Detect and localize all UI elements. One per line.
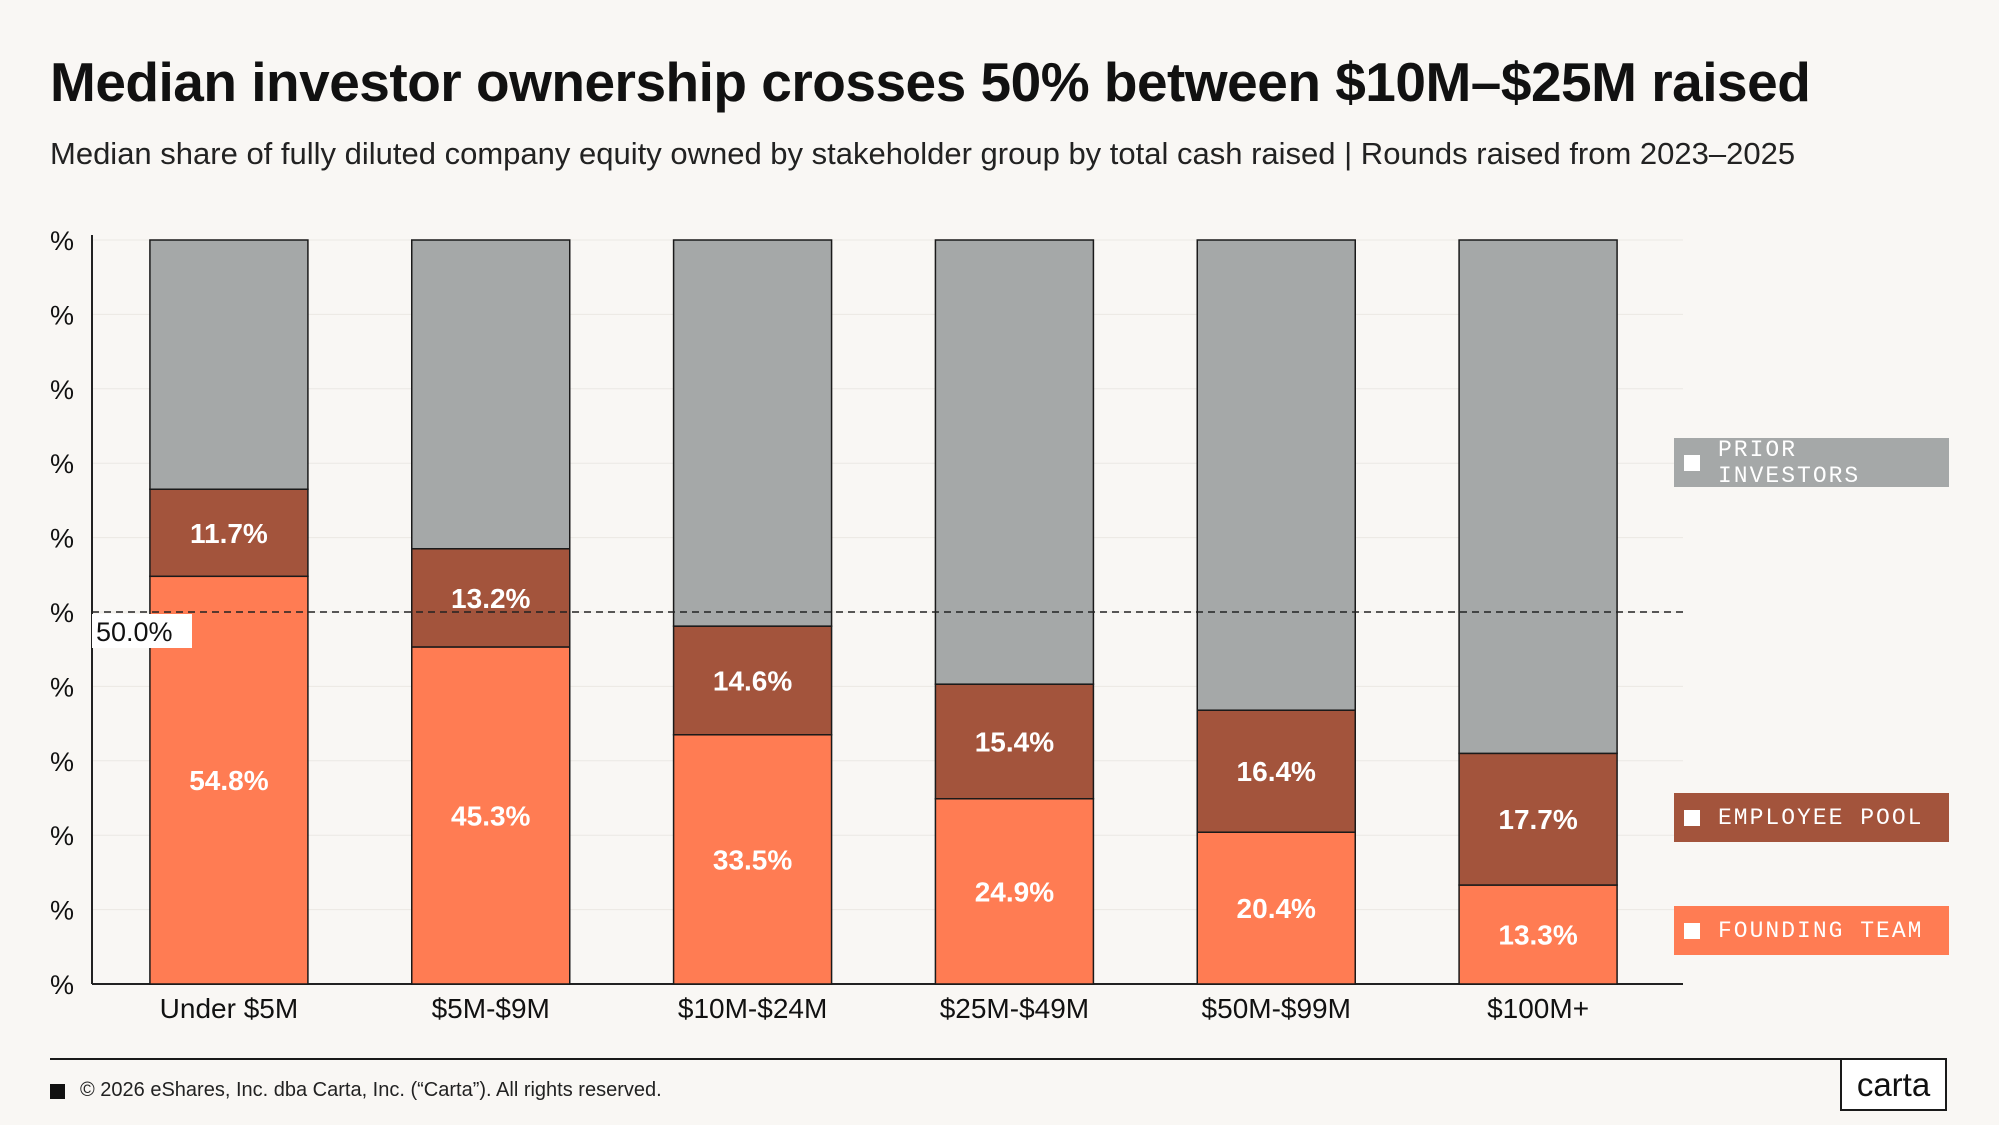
- data-label: 17.7%: [1498, 804, 1577, 835]
- legend-swatch-icon: [1684, 454, 1700, 471]
- y-tick-label: %: [50, 300, 74, 330]
- data-label: 16.4%: [1237, 756, 1316, 787]
- x-tick-label: $100M+: [1487, 993, 1589, 1024]
- footer-divider: [50, 1058, 1840, 1060]
- x-tick-label: $50M-$99M: [1202, 993, 1351, 1024]
- data-label: 54.8%: [189, 765, 268, 796]
- bar-segment-employee-pool: [411, 548, 571, 648]
- bar-segment-prior-investors: [1196, 239, 1356, 711]
- y-tick-label: %: [50, 970, 74, 1000]
- chart-subtitle: Median share of fully diluted company eq…: [50, 136, 1796, 171]
- stacked-bar-chart: %%%%%%%%%%% 54.8% 11.7% Under $5M 45.3% 13.2%…: [50, 226, 1683, 1024]
- y-tick-label: %: [50, 672, 74, 702]
- legend-label: PRIOR INVESTORS: [1718, 436, 1861, 489]
- data-label: 24.9%: [975, 876, 1054, 907]
- data-label: 33.5%: [713, 844, 792, 875]
- bar-segment-founding-team: [672, 734, 833, 985]
- y-tick-label: %: [50, 821, 74, 851]
- x-tick-label: $25M-$49M: [940, 993, 1089, 1024]
- legend-item-employee-pool: EMPLOYEE POOL: [1674, 793, 1949, 842]
- data-label: 14.6%: [713, 665, 792, 696]
- legend-swatch-icon: [1684, 922, 1700, 939]
- y-tick-label: %: [50, 524, 74, 554]
- data-label: 15.4%: [975, 726, 1054, 757]
- bar-segment-prior-investors: [411, 239, 571, 550]
- bar-segment-founding-team: [934, 797, 1095, 985]
- bar-segment-prior-investors: [934, 239, 1095, 685]
- bar-segment-employee-pool: [1196, 709, 1356, 833]
- reference-line-label: 50.0%: [96, 617, 173, 647]
- bar-segment-prior-investors: [1458, 239, 1618, 755]
- bar-segment-employee-pool: [934, 683, 1095, 800]
- chart-title: Median investor ownership crosses 50% be…: [50, 51, 1811, 113]
- x-tick-label: $5M-$9M: [432, 993, 550, 1024]
- legend-item-founding-team: FOUNDING TEAM: [1674, 906, 1949, 955]
- footer-square-icon: [50, 1084, 65, 1099]
- data-label: 20.4%: [1237, 893, 1316, 924]
- data-label: 13.2%: [451, 583, 530, 614]
- bar-segment-employee-pool: [672, 625, 833, 736]
- x-tick-label: Under $5M: [160, 993, 299, 1024]
- bar-segment-founding-team: [1196, 831, 1356, 985]
- y-tick-label: %: [50, 896, 74, 926]
- bar-segment-founding-team: [1458, 884, 1618, 985]
- y-tick-label: %: [50, 747, 74, 777]
- copyright-text: © 2026 eShares, Inc. dba Carta, Inc. (“C…: [80, 1079, 662, 1101]
- data-label: 45.3%: [451, 800, 530, 831]
- y-tick-label: %: [50, 449, 74, 479]
- bar-segment-prior-investors: [149, 239, 309, 490]
- legend-label: EMPLOYEE POOL: [1718, 804, 1924, 831]
- data-label: 13.3%: [1498, 920, 1577, 951]
- y-tick-label: %: [50, 226, 74, 256]
- x-tick-label: $10M-$24M: [678, 993, 827, 1024]
- carta-logo: carta: [1840, 1058, 1947, 1111]
- bar-segment-founding-team: [411, 646, 571, 985]
- reference-label-background: [92, 614, 192, 648]
- y-tick-label: %: [50, 375, 74, 405]
- y-tick-label: %: [50, 598, 74, 628]
- bar-segment-employee-pool: [1458, 752, 1618, 886]
- bar-segment-prior-investors: [672, 239, 833, 627]
- legend-swatch-icon: [1684, 809, 1700, 826]
- legend-label: FOUNDING TEAM: [1718, 917, 1924, 944]
- legend-item-prior-investors: PRIOR INVESTORS: [1674, 436, 1949, 489]
- data-label: 11.7%: [190, 518, 268, 549]
- bar-segment-employee-pool: [149, 488, 309, 578]
